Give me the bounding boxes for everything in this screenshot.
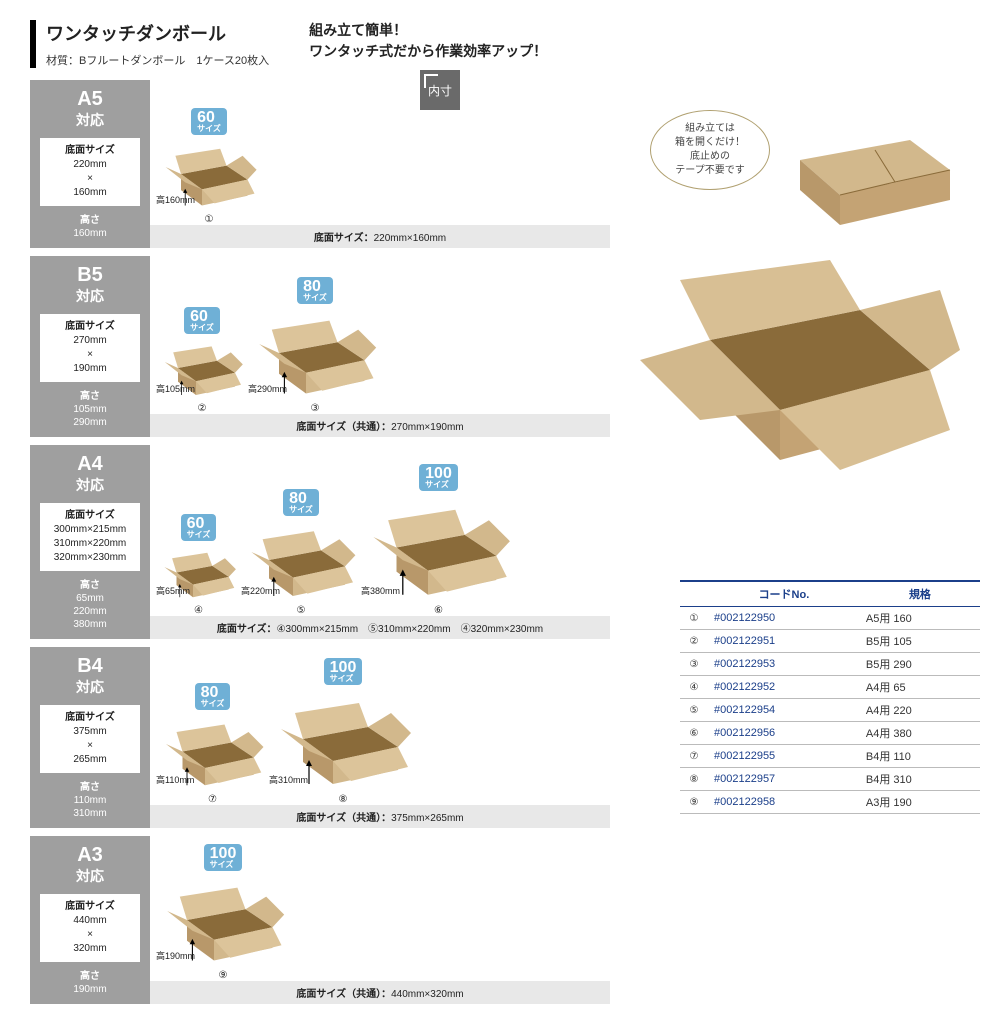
size-badge: 80サイズ: [195, 683, 231, 710]
col-spec: 規格: [860, 581, 980, 607]
spec-card: B4対応 底面サイズ375mm×265mm 高さ110mm310mm: [30, 647, 150, 828]
size-badge: 80サイズ: [297, 277, 333, 304]
spec-card: B5対応 底面サイズ270mm×190mm 高さ105mm290mm: [30, 256, 150, 437]
table-row: ③#002122953B5用 290: [680, 653, 980, 676]
box-item: 100サイズ 高310mm ⑧: [273, 658, 413, 805]
table-row: ④#002122952A4用 65: [680, 676, 980, 699]
size-badge: 80サイズ: [283, 489, 319, 516]
table-row: ⑤#002122954A4用 220: [680, 699, 980, 722]
box-item: 60サイズ 高65mm ④: [160, 514, 237, 616]
box-item: 60サイズ 高105mm ②: [160, 307, 244, 414]
table-row: ⑥#002122956A4用 380: [680, 722, 980, 745]
table-row: ⑨#002122958A3用 190: [680, 791, 980, 814]
box-item: 80サイズ 高110mm ⑦: [160, 683, 265, 805]
spec-card: A3対応 底面サイズ440mm×320mm 高さ190mm: [30, 836, 150, 1004]
box-item: 100サイズ 高190mm ⑨: [160, 844, 286, 981]
inner-dimension-badge: 内寸: [420, 70, 460, 110]
promo-line: ワンタッチ式だから作業効率アップ！: [309, 41, 547, 62]
size-badge: 60サイズ: [184, 307, 220, 334]
table-row: ⑦#002122955B4用 110: [680, 745, 980, 768]
footer-strip: 底面サイズ（共通）：375mm×265mm: [150, 805, 610, 828]
box-item: 100サイズ 高380mm ⑥: [365, 464, 512, 616]
table-row: ②#002122951B5用 105: [680, 630, 980, 653]
footer-strip: 底面サイズ（共通）：270mm×190mm: [150, 414, 610, 437]
promo-line: 組み立て簡単！: [309, 20, 547, 41]
speech-bubble: 組み立ては箱を開くだけ！底止めのテープ不要です: [650, 110, 770, 190]
footer-strip: 底面サイズ：220mm×160mm: [150, 225, 610, 248]
size-badge: 100サイズ: [204, 844, 243, 871]
box-item: 80サイズ 高220mm ⑤: [245, 489, 357, 616]
spec-card: A5対応 底面サイズ220mm×160mm 高さ160mm: [30, 80, 150, 248]
spec-card: A4対応 底面サイズ300mm×215mm310mm×220mm320mm×23…: [30, 445, 150, 639]
size-badge: 100サイズ: [419, 464, 458, 491]
spec-table: コードNo. 規格 ①#002122950A5用 160②#002122951B…: [680, 580, 980, 814]
table-row: ①#002122950A5用 160: [680, 607, 980, 630]
table-row: ⑧#002122957B4用 310: [680, 768, 980, 791]
footer-strip: 底面サイズ（共通）：440mm×320mm: [150, 981, 610, 1004]
page-title: ワンタッチダンボール: [46, 20, 269, 46]
box-item: 80サイズ 高290mm ③: [252, 277, 378, 414]
material-info: 材質：Bフルートダンボール 1ケース20枚入: [46, 52, 269, 68]
col-code: コードNo.: [708, 581, 860, 607]
size-badge: 60サイズ: [181, 514, 217, 541]
box-item: 60サイズ 高160mm ①: [160, 108, 258, 225]
size-badge: 100サイズ: [324, 658, 363, 685]
footer-strip: 底面サイズ：④300mm×215mm ⑤310mm×220mm ④320mm×2…: [150, 616, 610, 639]
size-badge: 60サイズ: [191, 108, 227, 135]
